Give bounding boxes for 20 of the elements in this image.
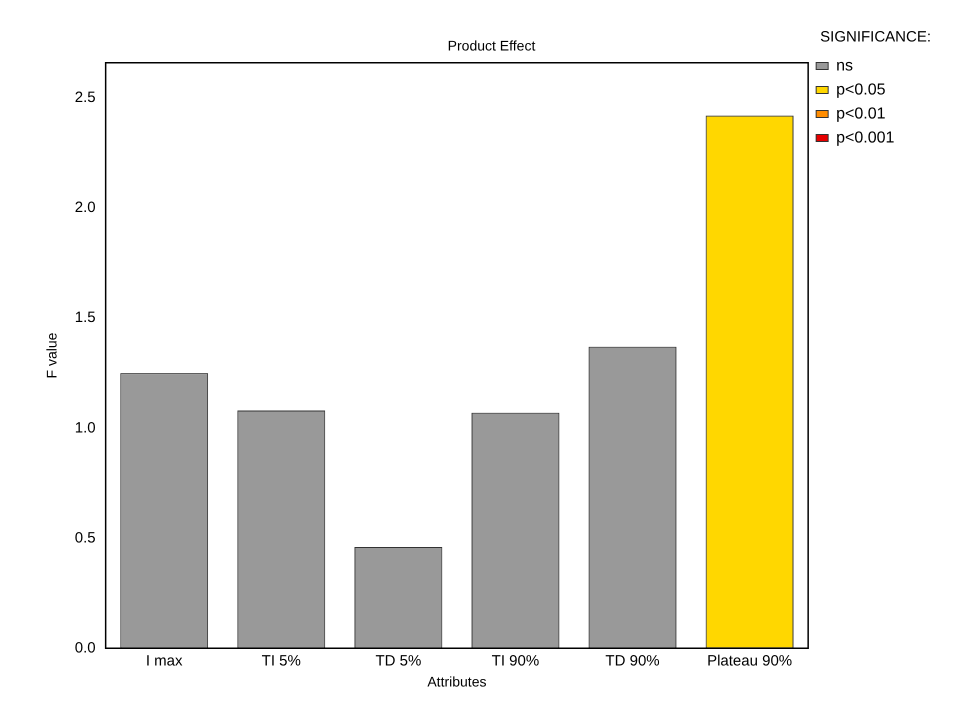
x-tick-label: TI 5% (262, 652, 301, 670)
x-tick-label: TD 90% (605, 652, 660, 670)
x-axis-title: Attributes (427, 673, 486, 690)
x-tick-label: I max (146, 652, 184, 670)
x-tick-label: Plateau 90% (707, 652, 792, 670)
y-tick-label: 1.0 (74, 419, 96, 436)
y-tick-label: 1.5 (74, 309, 96, 326)
legend-title: SIGNIFICANCE: (820, 28, 932, 46)
legend-label: ns (836, 57, 854, 74)
x-tick-label: TI 90% (492, 652, 540, 670)
chart-title: Product Effect (448, 37, 536, 54)
legend-label: p<0.05 (836, 81, 886, 98)
x-tick-label: TD 5% (375, 652, 422, 670)
y-tick-label: 0.5 (74, 529, 96, 546)
y-tick-label: 2.5 (74, 89, 96, 106)
y-tick-label: 2.0 (74, 199, 96, 216)
y-axis-title: F value (43, 332, 60, 378)
y-tick-label: 0.0 (74, 639, 96, 656)
legend-label: p<0.01 (836, 105, 886, 122)
legend-label: p<0.001 (836, 129, 895, 146)
